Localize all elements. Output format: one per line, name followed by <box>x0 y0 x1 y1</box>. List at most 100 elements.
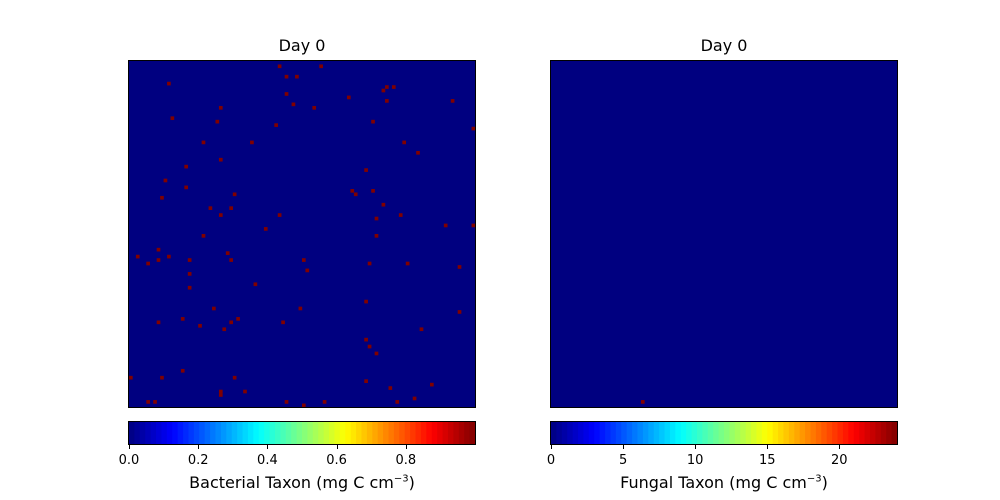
heatmap-cell <box>346 95 351 100</box>
colorbar-band <box>329 422 335 444</box>
heatmap-cell <box>277 213 282 217</box>
colorbar-band <box>891 422 897 444</box>
heatmap-cell <box>263 227 268 231</box>
heatmap-cell <box>156 247 161 252</box>
heatmap-cell <box>471 223 475 228</box>
heatmap-cell <box>385 85 389 89</box>
colorbar-band <box>204 422 211 444</box>
heatmap-cell <box>364 299 368 304</box>
colorbar-band <box>231 422 238 444</box>
heatmap-cell <box>232 192 237 197</box>
colorbar-tick-label: 10 <box>686 453 704 468</box>
heatmap-cell <box>218 393 223 397</box>
heatmap-cell <box>187 258 192 262</box>
colorbar-band <box>253 422 260 444</box>
heatmap-cell <box>381 88 386 93</box>
colorbar-band <box>864 422 871 444</box>
colorbar-band <box>318 422 325 444</box>
heatmap-cell <box>284 92 289 96</box>
colorbar-band <box>669 422 676 444</box>
heatmap-cell <box>298 306 303 311</box>
colorbar-band <box>551 422 557 444</box>
colorbar-tick <box>336 445 338 449</box>
colorbar-band <box>312 422 319 444</box>
colorbar-band <box>724 422 730 444</box>
heatmap-cell <box>364 337 368 342</box>
colorbar-band <box>426 422 433 444</box>
colorbar-band <box>129 422 135 444</box>
colorbar-band <box>453 422 460 444</box>
colorbar-band <box>799 422 806 444</box>
colorbar-band <box>578 422 584 444</box>
colorbar-band <box>680 422 687 444</box>
colorbar-band <box>615 422 622 444</box>
heatmap-cell <box>322 400 327 404</box>
colorbar-band <box>264 422 271 444</box>
heatmap-cell <box>419 327 424 332</box>
colorbar-tick <box>129 445 130 449</box>
colorbar-tick <box>198 445 200 449</box>
colorbar-band <box>794 422 801 444</box>
colorbar-band <box>805 422 811 444</box>
colorbar-band <box>561 422 568 444</box>
colorbar-tick-label: 0.8 <box>395 453 417 468</box>
colorbar-band <box>447 422 454 444</box>
colorbar-band <box>356 422 362 444</box>
colorbar-band <box>307 422 314 444</box>
heatmap-cell <box>391 85 396 89</box>
colorbar-tick-label: 0.6 <box>326 453 347 468</box>
colorbar-band <box>869 422 876 444</box>
bacterial-colorbar-label: Bacterial Taxon (mg C cm−3) <box>189 473 415 492</box>
colorbar-band <box>745 422 752 444</box>
fungal-colorbar-svg <box>551 422 897 444</box>
heatmap-cell <box>184 185 189 190</box>
heatmap-cell <box>302 403 306 407</box>
colorbar-tick-label: 0.4 <box>257 453 278 468</box>
colorbar-band <box>859 422 866 444</box>
colorbar-band <box>183 422 189 444</box>
colorbar-band <box>469 422 475 444</box>
colorbar-band <box>361 422 368 444</box>
colorbar-tick <box>551 445 552 449</box>
colorbar-band <box>826 422 833 444</box>
colorbar-band <box>718 422 725 444</box>
colorbar-band <box>702 422 709 444</box>
heatmap-cell <box>381 202 386 207</box>
colorbar-band <box>199 422 206 444</box>
colorbar-band <box>296 422 303 444</box>
colorbar-band <box>853 422 860 444</box>
heatmap-cell <box>180 317 185 321</box>
heatmap-cell <box>416 150 420 155</box>
colorbar-band <box>383 422 389 444</box>
colorbar-band <box>442 422 449 444</box>
colorbar-band <box>291 422 298 444</box>
heatmap-cell <box>167 81 171 86</box>
colorbar-band <box>269 422 276 444</box>
colorbar-band <box>659 422 666 444</box>
colorbar-band <box>161 422 168 444</box>
heatmap-cell <box>167 254 171 259</box>
colorbar-band <box>626 422 633 444</box>
heatmap-cell <box>398 213 403 217</box>
heatmap-cell <box>388 386 393 390</box>
colorbar-band <box>588 422 595 444</box>
heatmap-cell <box>412 396 417 401</box>
colorbar-band <box>285 422 292 444</box>
colorbar-band <box>242 422 249 444</box>
heatmap-cell <box>385 99 389 103</box>
colorbar-band <box>648 422 655 444</box>
colorbar-band <box>404 422 411 444</box>
heatmap-cell <box>218 157 223 162</box>
heatmap-cell <box>163 178 168 183</box>
colorbar-band <box>150 422 157 444</box>
colorbar-band <box>756 422 763 444</box>
heatmap-cell <box>274 123 278 127</box>
colorbar-band <box>210 422 216 444</box>
colorbar-band <box>767 422 774 444</box>
colorbar-band <box>415 422 422 444</box>
colorbar-band <box>886 422 893 444</box>
colorbar-band <box>772 422 779 444</box>
colorbar-tick-label: 5 <box>618 453 628 468</box>
colorbar-band <box>848 422 855 444</box>
colorbar-band <box>437 422 444 444</box>
